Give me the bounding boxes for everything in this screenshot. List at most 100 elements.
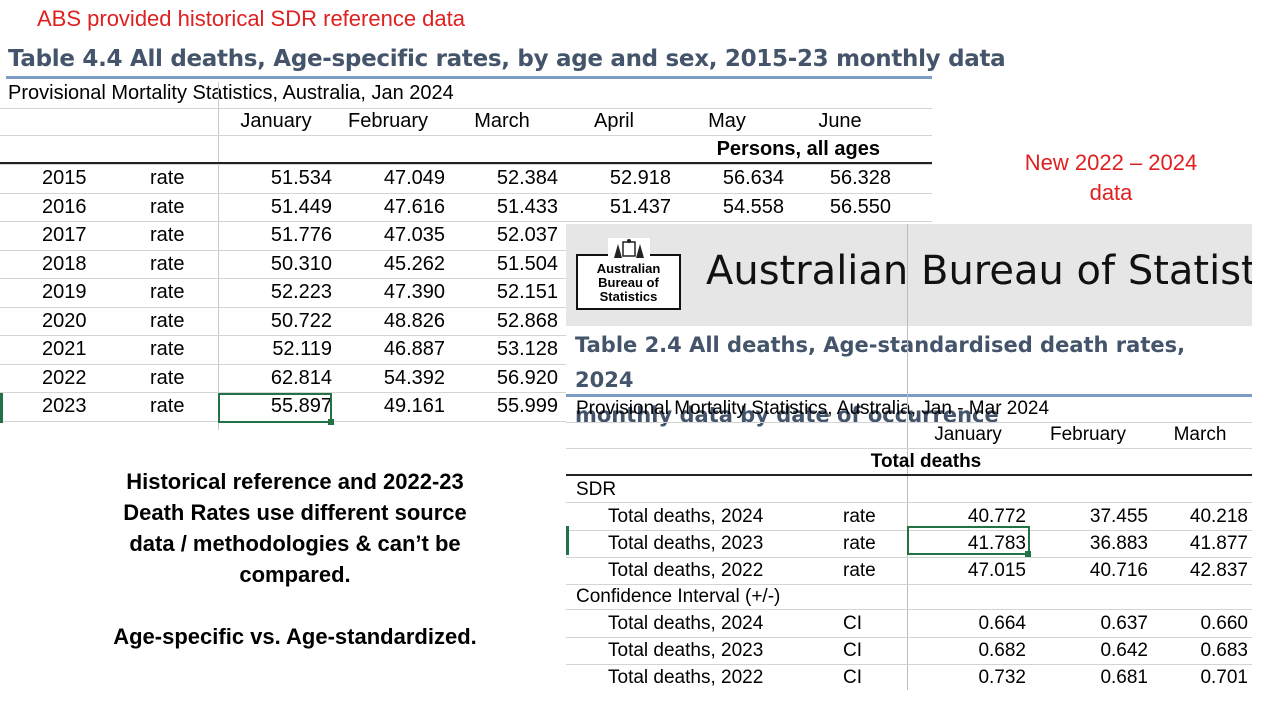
measure-cell: rate	[843, 506, 876, 527]
measure-cell: rate	[150, 309, 185, 332]
value-cell[interactable]: 45.262	[383, 252, 445, 275]
value-cell[interactable]: 42.837	[1189, 560, 1248, 581]
value-cell[interactable]: 51.437	[609, 195, 671, 218]
value-cell[interactable]: 46.887	[383, 338, 445, 360]
section-rule	[566, 474, 1252, 476]
month-header: May	[708, 110, 746, 132]
value-cell[interactable]: 52.918	[609, 167, 671, 189]
value-cell[interactable]: 0.732	[978, 667, 1026, 688]
value-cell[interactable]: 36.883	[1089, 533, 1148, 554]
value-cell[interactable]: 52.037	[496, 224, 558, 246]
value-cell[interactable]: 40.772	[967, 506, 1026, 527]
value-cell[interactable]: 0.681	[1100, 667, 1148, 688]
table-row: Total deaths, 2023 rate 41.783 36.883 41.877	[566, 530, 1252, 557]
table-row: Total deaths, 2022 rate 47.015 40.716 42.837	[566, 557, 1252, 584]
value-cell[interactable]: 47.616	[383, 195, 445, 218]
grid-line	[0, 135, 932, 136]
value-cell[interactable]: 51.534	[270, 167, 332, 189]
value-cell[interactable]: 47.015	[967, 560, 1026, 581]
value-cell[interactable]: 56.328	[829, 167, 891, 189]
row-header-indicator	[0, 393, 3, 423]
selected-cell[interactable]	[218, 393, 332, 423]
selected-cell[interactable]	[907, 526, 1030, 555]
measure-cell: rate	[150, 281, 185, 303]
table-row: 2022 rate 62.814 54.392 56.920	[0, 364, 932, 392]
measure-cell: CI	[843, 667, 862, 688]
value-cell[interactable]: 54.558	[722, 195, 784, 218]
historical-table-subtitle: Provisional Mortality Statistics, Austra…	[8, 82, 454, 104]
month-header: June	[818, 110, 862, 132]
table-row: 2021 rate 52.119 46.887 53.128	[0, 335, 932, 363]
grid-line	[566, 557, 1252, 558]
value-cell[interactable]: 51.504	[496, 252, 558, 275]
section-header: Persons, all ages	[716, 138, 880, 160]
value-cell[interactable]: 52.119	[272, 338, 332, 360]
year-cell: 2020	[42, 309, 87, 332]
grid-line	[0, 192, 932, 194]
value-cell[interactable]: 50.310	[270, 252, 332, 275]
value-cell[interactable]: 47.035	[383, 224, 445, 246]
column-divider	[218, 82, 219, 430]
logo-line: Statistics	[599, 289, 658, 304]
value-cell[interactable]: 56.634	[722, 167, 784, 189]
value-cell[interactable]: 0.637	[1100, 613, 1148, 634]
month-header: February	[1049, 424, 1127, 445]
table-row: 2023 rate 55.897 49.161 55.999	[0, 392, 932, 420]
value-cell[interactable]: 56.920	[496, 366, 558, 389]
value-cell[interactable]: 55.897	[270, 395, 332, 417]
value-cell[interactable]: 52.151	[496, 281, 558, 303]
grid-line	[0, 108, 932, 109]
grid-line	[0, 420, 932, 422]
value-cell[interactable]: 50.722	[270, 309, 332, 332]
grid-line	[0, 306, 932, 308]
row-label-cell: Total deaths, 2024	[608, 506, 764, 527]
title-line: Table 2.4 All deaths, Age-standardised d…	[575, 333, 1186, 392]
grid-line	[0, 363, 932, 365]
measure-cell: rate	[150, 338, 185, 360]
value-cell[interactable]: 62.814	[270, 366, 332, 389]
value-cell[interactable]: 0.683	[1200, 640, 1248, 661]
month-header: January	[934, 424, 1002, 445]
value-cell[interactable]: 55.999	[496, 395, 558, 417]
value-cell[interactable]: 51.776	[270, 224, 332, 246]
comparison-note: Historical reference and 2022-23 Death R…	[60, 466, 530, 590]
grid-line	[566, 502, 1252, 503]
coat-of-arms-icon	[608, 238, 650, 260]
value-cell[interactable]: 48.826	[383, 309, 445, 332]
fill-handle[interactable]	[1025, 551, 1031, 557]
new-data-caption-line: New 2022 – 2024	[1024, 150, 1198, 175]
table-row: Total deaths, 2023 CI 0.682 0.642 0.683	[566, 637, 1252, 664]
value-cell[interactable]: 0.642	[1100, 640, 1148, 661]
value-cell[interactable]: 40.716	[1089, 560, 1148, 581]
value-cell[interactable]: 51.449	[270, 195, 332, 218]
value-cell[interactable]: 41.783	[967, 533, 1026, 554]
value-cell[interactable]: 52.223	[270, 281, 332, 303]
grid-line	[0, 221, 932, 222]
year-cell: 2021	[42, 338, 87, 360]
table-row: 2015 rate 51.534 47.049 52.384 52.918 56.634 56…	[0, 164, 932, 192]
value-cell[interactable]: 54.392	[383, 366, 445, 389]
value-cell[interactable]: 47.390	[383, 281, 445, 303]
measure-cell: CI	[843, 640, 862, 661]
grid-line	[566, 664, 1252, 665]
value-cell[interactable]: 0.701	[1200, 667, 1248, 688]
value-cell[interactable]: 0.664	[978, 613, 1026, 634]
value-cell[interactable]: 47.049	[383, 167, 445, 189]
value-cell[interactable]: 49.161	[383, 395, 445, 417]
abs-table-subtitle: Provisional Mortality Statistics, Austra…	[576, 398, 1050, 419]
value-cell[interactable]: 51.433	[496, 195, 558, 218]
fill-handle[interactable]	[328, 419, 334, 425]
column-divider	[907, 224, 908, 690]
historical-data-caption: ABS provided historical SDR reference da…	[37, 6, 465, 31]
value-cell[interactable]: 52.868	[496, 309, 558, 332]
value-cell[interactable]: 40.218	[1189, 506, 1248, 527]
value-cell[interactable]: 0.682	[978, 640, 1026, 661]
value-cell[interactable]: 53.128	[496, 338, 558, 360]
value-cell[interactable]: 41.877	[1189, 533, 1248, 554]
value-cell[interactable]: 56.550	[829, 195, 891, 218]
value-cell[interactable]: 0.660	[1200, 613, 1248, 634]
grid-line	[0, 249, 932, 251]
value-cell[interactable]: 37.455	[1089, 506, 1148, 527]
grid-line	[566, 530, 1252, 531]
value-cell[interactable]: 52.384	[496, 167, 558, 189]
